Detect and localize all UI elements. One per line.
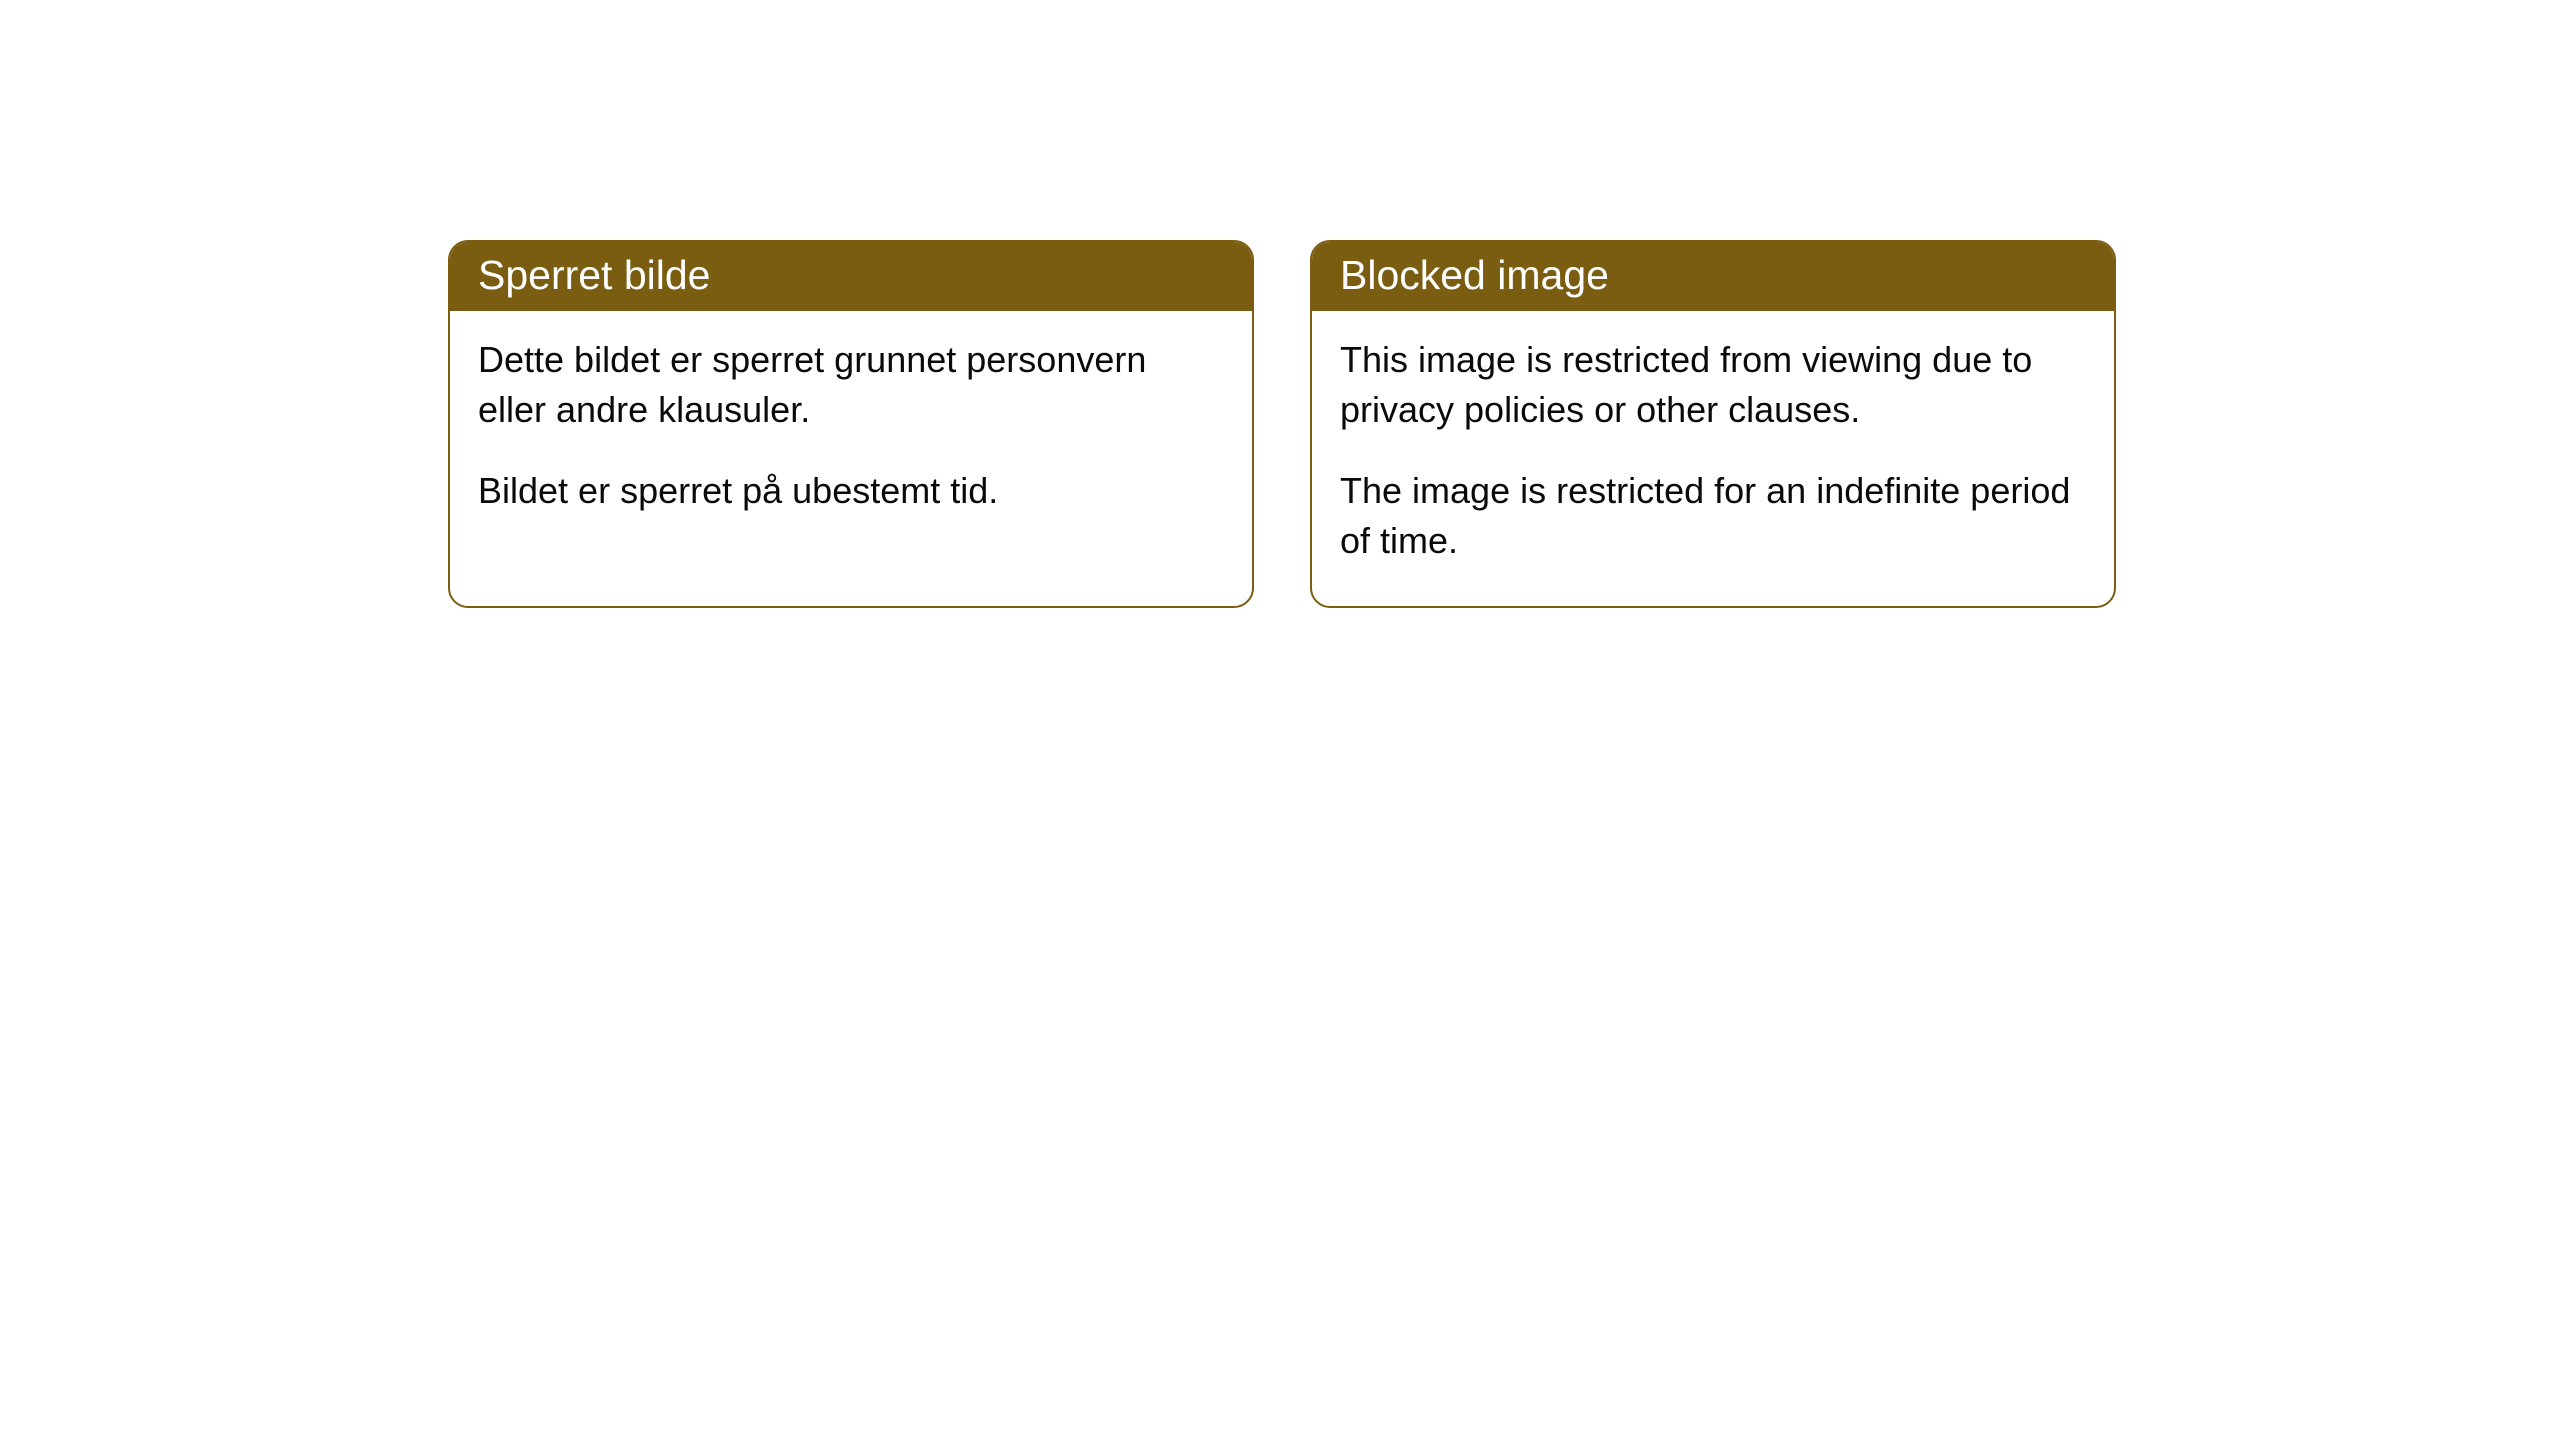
notice-cards-container: Sperret bilde Dette bildet er sperret gr…: [448, 240, 2116, 608]
notice-card-english: Blocked image This image is restricted f…: [1310, 240, 2116, 608]
card-title: Sperret bilde: [478, 252, 710, 298]
notice-card-norwegian: Sperret bilde Dette bildet er sperret gr…: [448, 240, 1254, 608]
card-paragraph: The image is restricted for an indefinit…: [1340, 466, 2086, 565]
card-paragraph: This image is restricted from viewing du…: [1340, 335, 2086, 434]
card-body: This image is restricted from viewing du…: [1312, 311, 2114, 606]
card-body: Dette bildet er sperret grunnet personve…: [450, 311, 1252, 556]
card-header: Sperret bilde: [450, 242, 1252, 311]
card-paragraph: Dette bildet er sperret grunnet personve…: [478, 335, 1224, 434]
card-header: Blocked image: [1312, 242, 2114, 311]
card-title: Blocked image: [1340, 252, 1609, 298]
card-paragraph: Bildet er sperret på ubestemt tid.: [478, 466, 1224, 516]
